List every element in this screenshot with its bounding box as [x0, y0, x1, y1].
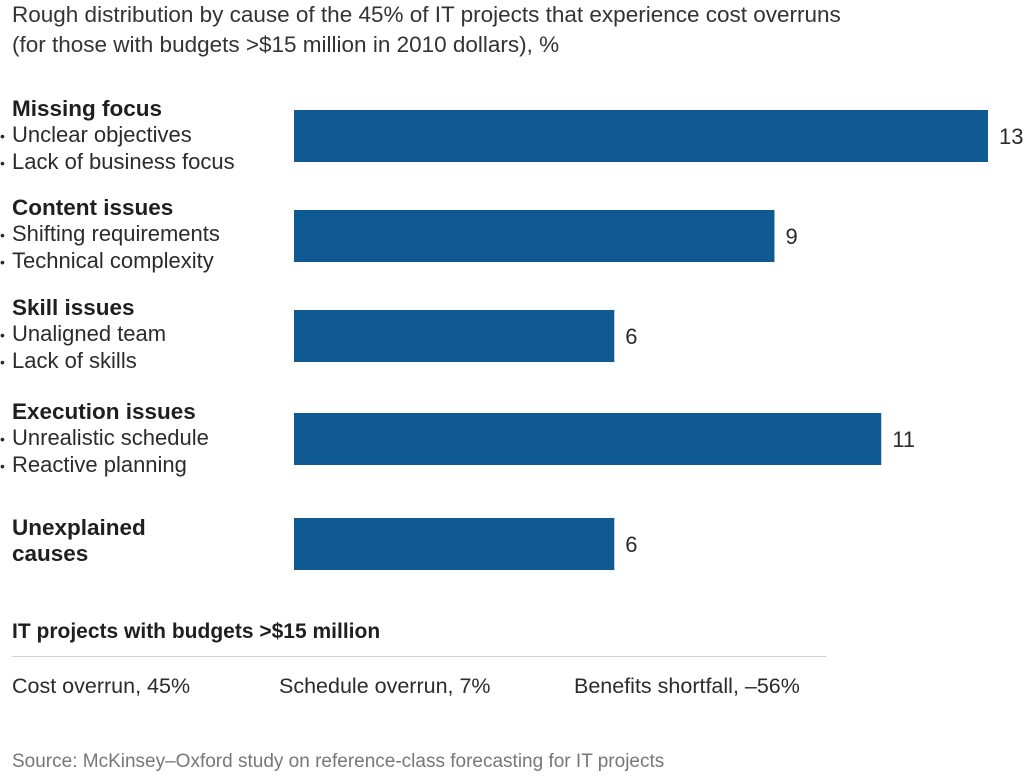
- category-subitem: • Unrealistic schedule: [0, 425, 280, 452]
- category-label-content-issues: Content issues • Shifting requirements • T…: [0, 195, 280, 275]
- bullet-icon: •: [0, 128, 5, 145]
- category-subitem-text: Unclear objectives: [12, 122, 192, 147]
- bar: [294, 110, 988, 162]
- category-subitem: • Lack of skills: [0, 348, 280, 375]
- bar-value-label: 11: [892, 427, 915, 452]
- bar: [294, 310, 615, 362]
- bullet-icon: •: [0, 327, 5, 344]
- category-name: Missing focus: [12, 96, 163, 121]
- bar-chart-plot: 13 9 6 11 6: [294, 110, 1023, 570]
- summary-title: IT projects with budgets >$15 million: [12, 620, 381, 643]
- bar-value-label: 6: [625, 324, 637, 349]
- bullet-icon: •: [0, 458, 5, 475]
- metric-cost-overrun: Cost overrun, 45%: [12, 674, 191, 698]
- category-subitem-text: Unrealistic schedule: [12, 425, 209, 450]
- category-subitem: • Unaligned team: [0, 321, 280, 348]
- metric-schedule-overrun: Schedule overrun, 7%: [279, 674, 491, 698]
- bar-value-label: 6: [625, 532, 637, 557]
- bar: [294, 413, 882, 465]
- category-name: Content issues: [12, 195, 174, 220]
- category-subitem-text: Lack of skills: [12, 348, 137, 374]
- category-label-missing-focus: Missing focus • Unclear objectives • Lack …: [0, 96, 280, 176]
- category-subitem-text: Lack of business focus: [12, 149, 235, 175]
- bullet-icon: •: [0, 254, 5, 271]
- category-subitem-text: Technical complexity: [12, 248, 214, 274]
- category-subitem: • Reactive planning: [0, 452, 280, 479]
- bar-value-label: 9: [785, 224, 797, 249]
- bullet-icon: •: [0, 431, 5, 448]
- bar-value-label: 13: [999, 124, 1023, 149]
- category-name-line: causes: [12, 541, 89, 566]
- category-subitem-text: Shifting requirements: [12, 221, 220, 246]
- category-label-skill-issues: Skill issues • Unaligned team • Lack of sk…: [0, 295, 280, 375]
- category-label-execution-issues: Execution issues • Unrealistic schedule •…: [0, 399, 280, 479]
- bullet-icon: •: [0, 227, 5, 244]
- source-note: Source: McKinsey–Oxford study on referen…: [12, 751, 665, 772]
- summary-divider: [12, 656, 826, 657]
- category-subitem: • Shifting requirements: [0, 221, 280, 248]
- bar: [294, 518, 615, 570]
- category-subitem: • Technical complexity: [0, 248, 280, 275]
- category-name: Skill issues: [12, 295, 135, 320]
- bar: [294, 210, 775, 262]
- chart-title: Rough distribution by cause of the 45% o…: [12, 0, 1012, 60]
- category-subitem-text: Reactive planning: [12, 452, 187, 478]
- category-name-line: Unexplained: [12, 515, 146, 540]
- category-subitem: • Unclear objectives: [0, 122, 280, 149]
- category-label-unexplained-causes: Unexplained causes: [0, 515, 280, 567]
- category-subitem-text: Unaligned team: [12, 321, 167, 346]
- chart-title-line-2: (for those with budgets >$15 million in …: [12, 32, 560, 57]
- metric-benefits-shortfall: Benefits shortfall, –56%: [574, 674, 800, 698]
- chart-title-line-1: Rough distribution by cause of the 45% o…: [12, 2, 841, 27]
- category-name: Execution issues: [12, 399, 196, 424]
- category-subitem: • Lack of business focus: [0, 149, 280, 176]
- bullet-icon: •: [0, 155, 5, 172]
- bullet-icon: •: [0, 354, 5, 371]
